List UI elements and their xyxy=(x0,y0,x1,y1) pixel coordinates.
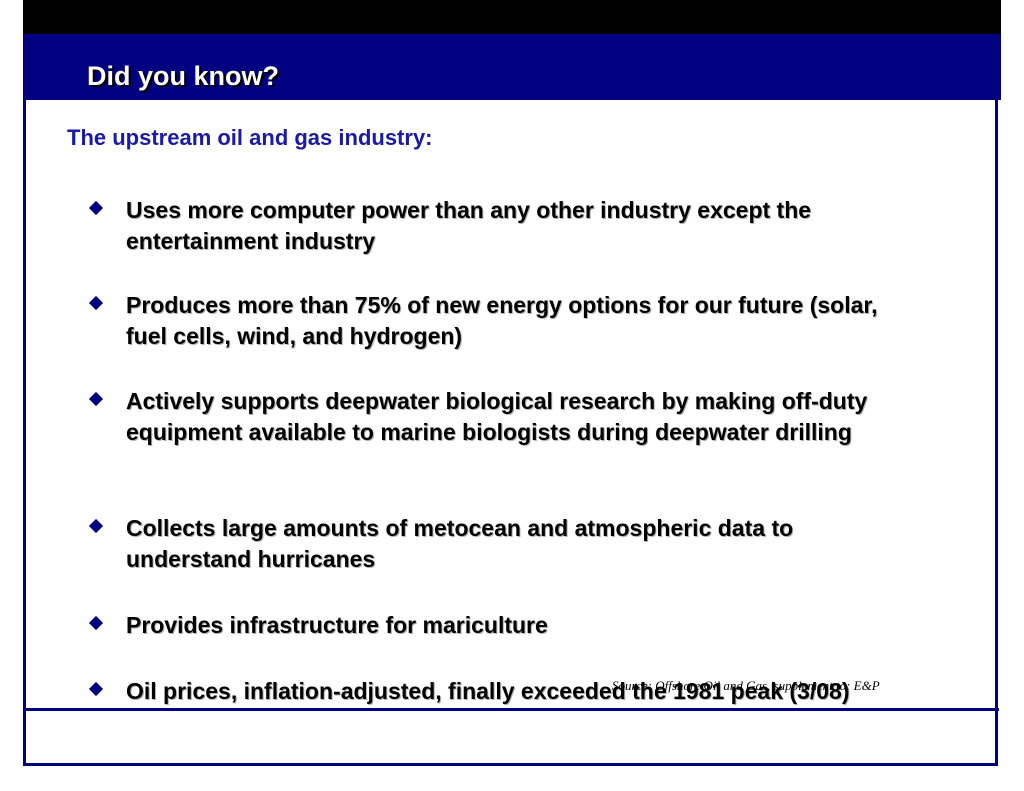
top-black-strip xyxy=(23,0,1001,34)
bullet-text: Oil prices, inflation-adjusted, finally … xyxy=(126,678,850,704)
header-band xyxy=(23,34,1001,100)
bullet-text: Produces more than 75% of new energy opt… xyxy=(126,292,878,349)
bullet-text: Provides infrastructure for mariculture xyxy=(126,612,548,638)
content-frame xyxy=(23,96,998,766)
bullet-text: Uses more computer power than any other … xyxy=(126,197,812,254)
bullet-text: Actively supports deepwater biological r… xyxy=(126,388,868,445)
bottom-divider xyxy=(23,708,999,711)
source-note: Source: Offshore Oil and Gas, supplement… xyxy=(612,678,880,693)
slide-subtitle: The upstream oil and gas industry: xyxy=(67,125,433,150)
bullet-text: Collects large amounts of metocean and a… xyxy=(126,515,794,572)
slide-title: Did you know? xyxy=(87,61,279,91)
